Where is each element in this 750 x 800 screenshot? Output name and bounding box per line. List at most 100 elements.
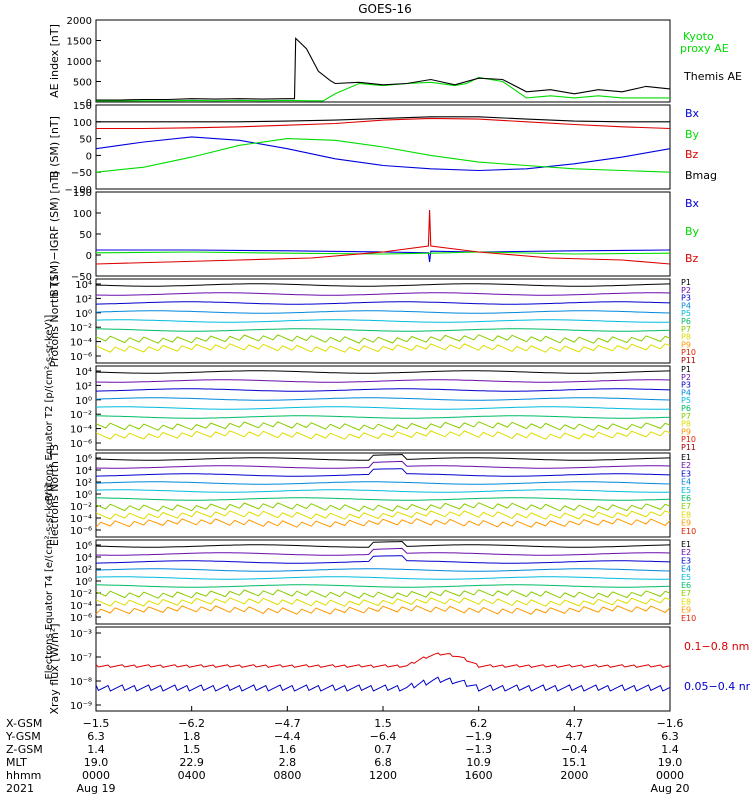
panel-ae-frame [95, 19, 671, 103]
y-tick-label: 10⁻² [70, 323, 92, 334]
electrons-north-legend-item: E4 [681, 478, 691, 487]
protons-eq-legend-item: P7 [681, 412, 691, 421]
y-tick-label: 50 [79, 135, 92, 146]
legend-bx: Bx [685, 107, 700, 120]
y-tick-label: 10⁻⁴ [70, 514, 92, 525]
series-line-bz [95, 209, 671, 265]
eph-value: 2000 [560, 769, 588, 782]
series-line-by [95, 138, 671, 173]
y-tick-label: 10⁴ [75, 367, 92, 378]
eph-value: 22.9 [179, 756, 204, 769]
eph-row-label: Z-GSM [6, 743, 43, 756]
electrons-north-legend-item: E10 [681, 527, 696, 536]
protons-north-legend-item: P6 [681, 317, 691, 326]
y-tick-label: 10⁴ [75, 280, 92, 291]
plot-title: GOES-16 [358, 2, 412, 16]
electrons-eq-legend-item: E9 [681, 606, 691, 615]
eph-value: −1.3 [465, 743, 492, 756]
series-line-themis-ae [96, 37, 671, 101]
eph-value: 1600 [465, 769, 493, 782]
electrons-north-legend-item: E6 [681, 494, 691, 503]
eph-value: 1.8 [183, 730, 201, 743]
protons-eq-legend-item: P2 [681, 373, 691, 382]
y-tick-label: 2000 [67, 16, 92, 27]
protons-north-legend-item: P5 [681, 309, 691, 318]
electrons-eq-legend-item: E8 [681, 597, 691, 606]
electrons-north-channel-line [95, 460, 671, 469]
protons-eq-legend-item: P3 [681, 381, 691, 390]
electrons-eq-legend-item: E2 [681, 548, 691, 557]
protons-north-legend-item: P3 [681, 294, 691, 303]
legend-kyoto: Kyoto [683, 30, 714, 43]
protons-eq-legend-item: P6 [681, 404, 691, 413]
y-tick-label: 10² [75, 381, 92, 392]
electrons-north-channel-line [95, 510, 671, 520]
y-tick-label: −100 [65, 185, 92, 196]
y-tick-label: 10⁻⁶ [70, 613, 92, 624]
y-tick-label: 10⁻⁶ [70, 352, 92, 363]
eph-row-label: Y-GSM [5, 730, 41, 743]
y-tick-label: 10⁻³ [70, 629, 92, 640]
protons-eq-channel-line [95, 388, 671, 392]
electrons-eq-channel-line [95, 589, 671, 599]
eph-value: 6.8 [374, 756, 392, 769]
year-label: 2021 [6, 782, 34, 795]
ylabel-protons-north: Protons North T1 [48, 275, 61, 368]
eph-value: 4.7 [566, 717, 584, 730]
eph-value: 0.7 [374, 743, 392, 756]
legend-bmag: Bmag [685, 169, 717, 182]
y-tick-label: −50 [71, 168, 92, 179]
protons-eq-channel-line [95, 379, 671, 383]
panel-bsm-frame [95, 104, 671, 190]
electrons-north-legend-item: E7 [681, 502, 691, 511]
protons-north-legend-item: P7 [681, 325, 691, 334]
series-line-bmag [96, 116, 670, 123]
electrons-north-channel-line [95, 453, 671, 461]
protons-eq-legend-item: P10 [681, 435, 696, 444]
eph-value: 2.8 [279, 756, 297, 769]
eph-value: 1200 [369, 769, 397, 782]
protons-north-channel-line [95, 310, 671, 314]
electrons-eq-channel-line [95, 605, 671, 615]
protons-north-legend-item: P10 [681, 348, 696, 357]
protons-north-channel-line [95, 328, 671, 332]
protons-eq-legend-item: P11 [681, 443, 696, 452]
y-tick-label: 10⁻² [70, 589, 92, 600]
electrons-eq-channel-line [95, 584, 671, 588]
eph-value: 1.5 [374, 717, 392, 730]
y-tick-label: 0 [86, 98, 92, 109]
y-tick-label: 10⁶ [75, 541, 92, 552]
protons-north-channel-line [95, 319, 671, 323]
eph-value: 1.4 [87, 743, 105, 756]
eph-value: 0800 [273, 769, 301, 782]
electrons-north-channel-line [95, 489, 671, 493]
date-start-label: Aug 19 [77, 782, 116, 795]
protons-eq-legend-item: P8 [681, 420, 691, 429]
electrons-north-legend-item: E9 [681, 519, 691, 528]
eph-value: 15.1 [562, 756, 587, 769]
y-tick-label: 10⁴ [75, 553, 92, 564]
protons-eq-legend-item: P9 [681, 427, 691, 436]
y-tick-label: 10⁰ [75, 490, 92, 501]
protons-eq-legend-item: P1 [681, 365, 691, 374]
y-tick-label: 150 [73, 188, 92, 199]
eph-value: 6.3 [87, 730, 105, 743]
electrons-eq-channel-line [95, 555, 671, 564]
electrons-north-channel-line [95, 497, 671, 501]
xray-legend-long: 0.1−0.8 nm [684, 640, 749, 653]
protons-north-channel-line [95, 292, 671, 296]
protons-eq-channel-line [95, 430, 671, 440]
eph-value: 4.7 [566, 730, 584, 743]
electrons-eq-channel-line [95, 576, 671, 580]
eph-value: 19.0 [658, 756, 683, 769]
electrons-north-legend-item: E3 [681, 469, 691, 478]
electrons-north-channel-line [95, 481, 671, 485]
protons-north-channel-line [95, 334, 671, 344]
ylabel-ae: AE index [nT] [48, 24, 61, 98]
xray-legend-short: 0.05−0.4 nm [684, 680, 750, 693]
series-line-kyoto-proxy-ae [96, 76, 670, 102]
ylabel-bdiff: B (SM)−IGRF (SM) [nT] [48, 171, 61, 296]
series-line-bx [96, 249, 671, 263]
electrons-eq-legend-item: E7 [681, 589, 691, 598]
legend-proxy-ae: proxy AE [680, 42, 729, 55]
